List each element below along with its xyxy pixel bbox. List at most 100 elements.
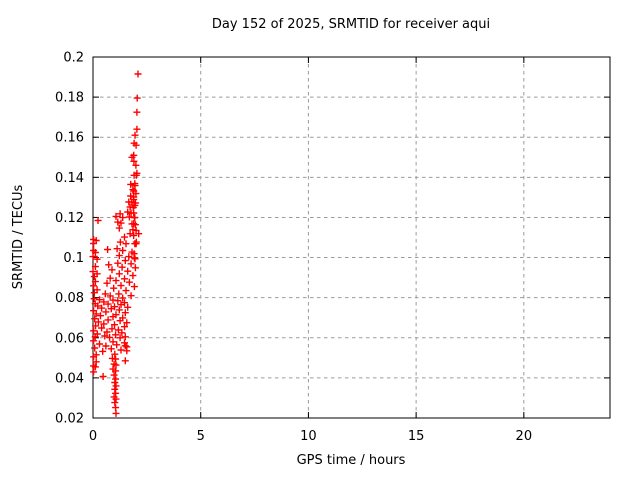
data-point-marker (116, 210, 124, 218)
x-tick-label: 0 (89, 429, 97, 444)
data-point-marker (91, 278, 99, 286)
data-point-marker (98, 324, 106, 332)
data-point-marker (129, 272, 137, 280)
data-point-marker (90, 368, 98, 376)
data-point-marker (110, 284, 118, 292)
data-point-marker (121, 323, 128, 331)
data-point-marker (111, 399, 119, 407)
data-point-marker (115, 252, 123, 260)
data-point-marker (112, 212, 120, 220)
x-tick-label: 5 (197, 429, 205, 444)
data-point-marker (107, 345, 115, 353)
data-point-marker (118, 329, 126, 337)
data-point-marker (108, 266, 116, 274)
data-point-marker (124, 303, 132, 311)
data-point-marker (90, 282, 98, 290)
data-point-marker (131, 221, 139, 229)
data-point-marker (103, 328, 111, 336)
data-point-marker (112, 409, 120, 417)
data-point-marker (107, 305, 115, 313)
data-point-marker (116, 334, 124, 342)
data-point-marker (94, 217, 102, 224)
data-point-marker (131, 182, 139, 190)
data-point-marker (114, 297, 122, 305)
data-point-marker (133, 125, 141, 133)
data-point-marker (90, 327, 98, 335)
data-point-marker (90, 273, 98, 281)
data-point-marker (131, 264, 139, 272)
data-point-marker (115, 270, 123, 278)
data-point-marker (110, 371, 118, 379)
data-point-marker (121, 275, 128, 283)
data-point-marker (118, 263, 126, 271)
data-point-marker (104, 246, 112, 253)
chart-title: Day 152 of 2025, SRMTID for receiver aqu… (212, 17, 490, 32)
data-point-marker (133, 108, 141, 116)
x-tick-label: 10 (300, 429, 317, 444)
y-tick-label: 0.14 (55, 171, 84, 186)
data-point-marker (121, 333, 129, 341)
data-point-marker (134, 70, 142, 78)
y-tick-label: 0.1 (63, 251, 84, 266)
data-point-marker (109, 313, 117, 321)
scatter-markers (89, 70, 143, 417)
data-point-marker (122, 287, 130, 295)
data-point-marker (91, 363, 99, 371)
data-point-marker (98, 304, 106, 312)
data-point-marker (121, 233, 128, 241)
data-point-marker (115, 306, 123, 314)
data-point-marker (93, 255, 101, 263)
data-point-marker (99, 373, 107, 380)
data-point-marker (112, 395, 120, 403)
grid-layer (93, 57, 610, 418)
plot-frame (92, 56, 611, 419)
data-point-marker (125, 253, 133, 261)
data-point-marker (135, 230, 143, 238)
x-tick-label: 15 (408, 429, 425, 444)
data-point-marker (102, 308, 110, 316)
data-point-marker (122, 240, 130, 248)
data-point-marker (117, 219, 125, 227)
data-point-marker (111, 321, 118, 329)
data-point-marker (114, 259, 122, 267)
y-tick-label: 0.18 (55, 91, 84, 106)
data-point-marker (117, 346, 125, 354)
data-point-marker (91, 263, 99, 271)
data-point-marker (97, 312, 104, 320)
data-point-marker (119, 247, 127, 254)
data-point-marker (94, 302, 102, 310)
data-point-marker (116, 317, 124, 325)
data-point-marker (92, 358, 100, 366)
data-point-marker (106, 333, 114, 341)
data-point-marker (90, 353, 98, 361)
data-point-marker (105, 261, 113, 269)
data-point-marker (129, 226, 137, 234)
data-point-marker (91, 333, 99, 341)
data-point-marker (103, 279, 111, 287)
data-point-marker (121, 257, 129, 265)
data-point-marker (131, 240, 139, 248)
data-point-marker (108, 325, 116, 333)
data-point-marker (94, 318, 102, 326)
data-point-marker (116, 238, 124, 246)
data-point-marker (92, 310, 100, 318)
data-point-marker (91, 315, 99, 323)
data-point-marker (111, 385, 119, 393)
data-point-marker (130, 232, 138, 239)
y-tick-label: 0.06 (55, 331, 84, 346)
data-point-marker (111, 350, 119, 358)
data-point-marker (112, 277, 120, 285)
data-point-marker (132, 161, 140, 169)
data-point-marker (130, 220, 138, 228)
data-point-marker (131, 131, 139, 139)
data-point-marker (112, 367, 120, 375)
data-point-marker (112, 355, 120, 363)
data-point-marker (132, 171, 140, 179)
data-point-marker (89, 253, 97, 261)
data-point-marker (112, 375, 120, 383)
data-point-marker (129, 186, 137, 194)
data-point-marker (119, 294, 127, 302)
data-point-marker (127, 292, 135, 300)
